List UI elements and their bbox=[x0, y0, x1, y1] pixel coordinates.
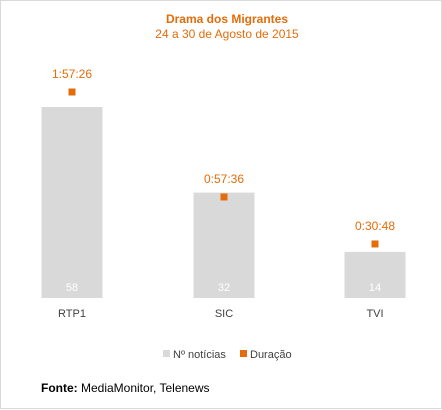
point-value-label-sic: 0:57:36 bbox=[204, 172, 244, 186]
source-note: Fonte: MediaMonitor, Telenews bbox=[41, 381, 210, 395]
point-value-label-rtp1: 1:57:26 bbox=[52, 67, 92, 81]
legend: Nº notícias Duração bbox=[163, 349, 292, 361]
legend-label-noticias: Nº notícias bbox=[173, 349, 226, 361]
bar-value-label-rtp1: 58 bbox=[66, 282, 78, 294]
x-tick-label-sic: SIC bbox=[215, 308, 233, 320]
bar-tvi bbox=[344, 251, 406, 298]
point-rtp1 bbox=[68, 88, 76, 96]
points-layer: 1:57:26 0:57:36 0:30:48 bbox=[52, 67, 395, 248]
point-value-label-tvi: 0:30:48 bbox=[355, 219, 395, 233]
point-sic bbox=[220, 193, 228, 201]
ticks-layer: RTP1 SIC TVI bbox=[58, 308, 384, 320]
bar-value-label-tvi: 14 bbox=[369, 282, 381, 294]
legend-swatch-duracao bbox=[240, 350, 247, 357]
bar-value-label-sic: 32 bbox=[218, 282, 230, 294]
source-label: Fonte: bbox=[41, 381, 78, 395]
chart-title: Drama dos Migrantes bbox=[166, 12, 288, 26]
bar-sic bbox=[193, 192, 255, 298]
bar-rtp1 bbox=[41, 107, 103, 298]
legend-label-duracao: Duração bbox=[250, 349, 292, 361]
source-text: MediaMonitor, Telenews bbox=[77, 381, 210, 395]
x-tick-label-rtp1: RTP1 bbox=[58, 308, 86, 320]
legend-swatch-noticias bbox=[163, 350, 170, 357]
bars-layer: 58 32 14 bbox=[41, 107, 406, 298]
point-tvi bbox=[371, 240, 379, 248]
x-tick-label-tvi: TVI bbox=[366, 308, 383, 320]
chart-subtitle: 24 a 30 de Agosto de 2015 bbox=[155, 27, 299, 41]
